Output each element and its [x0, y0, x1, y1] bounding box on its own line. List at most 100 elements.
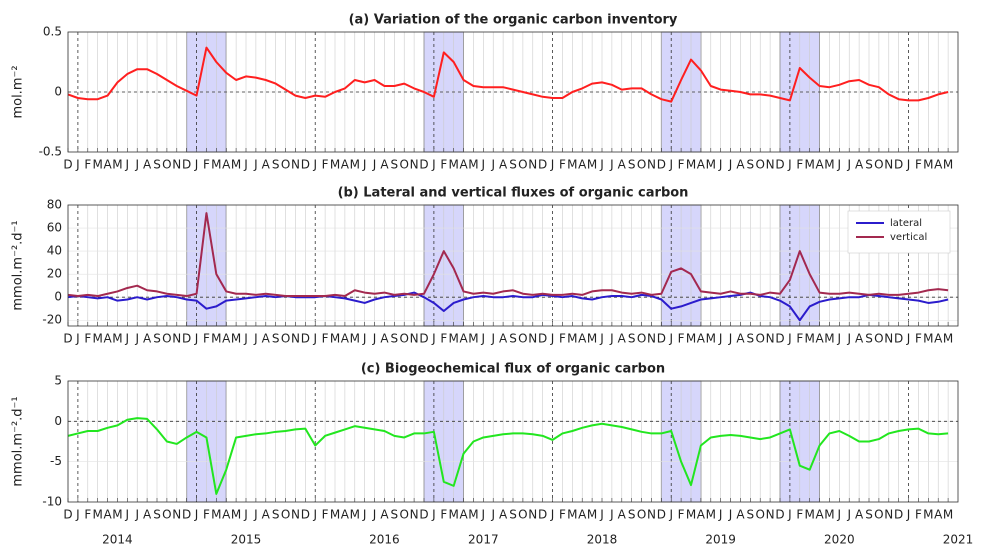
- x-tick-label: D: [775, 508, 784, 522]
- x-tick-label: M: [686, 332, 696, 346]
- year-label: 2021: [943, 533, 974, 547]
- x-tick-label: D: [419, 158, 428, 172]
- x-tick-label: F: [203, 332, 210, 346]
- x-tick-label: S: [628, 332, 636, 346]
- x-tick-label: O: [281, 158, 290, 172]
- x-tick-label: J: [125, 158, 130, 172]
- x-tick-label: O: [874, 508, 883, 522]
- y-tick-label: 0: [54, 85, 62, 99]
- x-tick-label: M: [92, 508, 102, 522]
- x-tick-label: D: [182, 332, 191, 346]
- x-tick-label: M: [587, 158, 597, 172]
- year-label: 2018: [587, 533, 618, 547]
- x-tick-label: F: [796, 158, 803, 172]
- x-tick-label: M: [330, 508, 340, 522]
- x-tick-label: N: [291, 508, 300, 522]
- x-tick-label: O: [162, 332, 171, 346]
- x-tick-label: A: [618, 158, 627, 172]
- x-tick-label: J: [134, 508, 139, 522]
- y-tick-label: -5: [50, 454, 62, 468]
- x-tick-label: A: [618, 332, 627, 346]
- x-tick-label: A: [459, 332, 468, 346]
- x-tick-label: J: [253, 158, 258, 172]
- x-tick-label: A: [499, 332, 508, 346]
- x-tick-label: A: [143, 158, 152, 172]
- x-tick-label: J: [253, 508, 258, 522]
- x-tick-label: M: [211, 508, 221, 522]
- x-tick-label: A: [459, 158, 468, 172]
- x-tick-label: M: [211, 332, 221, 346]
- x-tick-label: A: [618, 508, 627, 522]
- x-tick-label: M: [587, 332, 597, 346]
- x-tick-label: S: [509, 508, 517, 522]
- x-tick-label: O: [162, 508, 171, 522]
- x-tick-label: A: [103, 158, 112, 172]
- x-tick-label: F: [322, 508, 329, 522]
- x-tick-label: A: [103, 508, 112, 522]
- x-tick-label: A: [697, 508, 706, 522]
- x-tick-label: M: [112, 508, 122, 522]
- x-tick-label: S: [153, 158, 161, 172]
- x-tick-label: S: [628, 508, 636, 522]
- y-axis-label: mmol.m⁻².d⁻¹: [11, 396, 26, 486]
- x-tick-label: N: [647, 158, 656, 172]
- x-tick-label: J: [125, 508, 130, 522]
- x-tick-label: J: [312, 158, 317, 172]
- x-tick-label: F: [559, 508, 566, 522]
- y-tick-label: -20: [42, 313, 62, 327]
- x-tick-label: J: [362, 508, 367, 522]
- x-tick-label: J: [490, 158, 495, 172]
- x-tick-label: J: [243, 158, 248, 172]
- data-line: [67, 291, 949, 322]
- x-tick-label: O: [518, 158, 527, 172]
- x-tick-label: S: [509, 158, 517, 172]
- x-tick-label: O: [518, 332, 527, 346]
- y-axis-label: mol.m⁻²: [11, 65, 26, 118]
- x-tick-label: F: [84, 508, 91, 522]
- x-tick-label: J: [609, 508, 614, 522]
- x-tick-label: A: [380, 332, 389, 346]
- x-tick-label: S: [747, 332, 755, 346]
- x-tick-label: J: [125, 332, 130, 346]
- x-tick-label: F: [440, 508, 447, 522]
- y-tick-label: -10: [42, 495, 62, 509]
- x-tick-label: J: [906, 332, 911, 346]
- x-tick-label: M: [587, 508, 597, 522]
- x-tick-label: J: [431, 508, 436, 522]
- plot-frame: [67, 204, 959, 327]
- x-tick-label: J: [490, 332, 495, 346]
- x-tick-label: O: [874, 332, 883, 346]
- y-axis-label: mmol.m⁻².d⁻¹: [11, 220, 26, 310]
- x-tick-label: J: [599, 508, 604, 522]
- y-tick-label: 0: [54, 414, 62, 428]
- x-tick-label: A: [855, 332, 864, 346]
- chart-title: (b) Lateral and vertical fluxes of organ…: [338, 186, 689, 201]
- x-tick-label: F: [322, 158, 329, 172]
- x-tick-label: A: [934, 508, 943, 522]
- x-tick-label: J: [550, 508, 555, 522]
- x-tick-label: N: [884, 332, 893, 346]
- x-tick-label: F: [915, 508, 922, 522]
- year-label: 2015: [231, 533, 262, 547]
- year-label: 2014: [102, 533, 133, 547]
- x-tick-label: S: [747, 158, 755, 172]
- x-tick-label: N: [172, 508, 181, 522]
- x-tick-label: S: [153, 508, 161, 522]
- x-tick-label: A: [222, 508, 231, 522]
- legend-label: vertical: [890, 232, 927, 243]
- x-tick-label: M: [943, 332, 953, 346]
- x-tick-label: D: [657, 332, 666, 346]
- x-tick-label: A: [459, 508, 468, 522]
- x-tick-label: A: [697, 158, 706, 172]
- x-tick-label: M: [211, 158, 221, 172]
- x-tick-label: A: [499, 508, 508, 522]
- x-tick-label: O: [518, 508, 527, 522]
- x-tick-label: D: [775, 158, 784, 172]
- data-line: [67, 417, 949, 495]
- x-tick-label: J: [194, 332, 199, 346]
- x-tick-label: M: [448, 332, 458, 346]
- x-tick-label: N: [766, 332, 775, 346]
- year-label: 2016: [369, 533, 400, 547]
- x-tick-label: M: [231, 508, 241, 522]
